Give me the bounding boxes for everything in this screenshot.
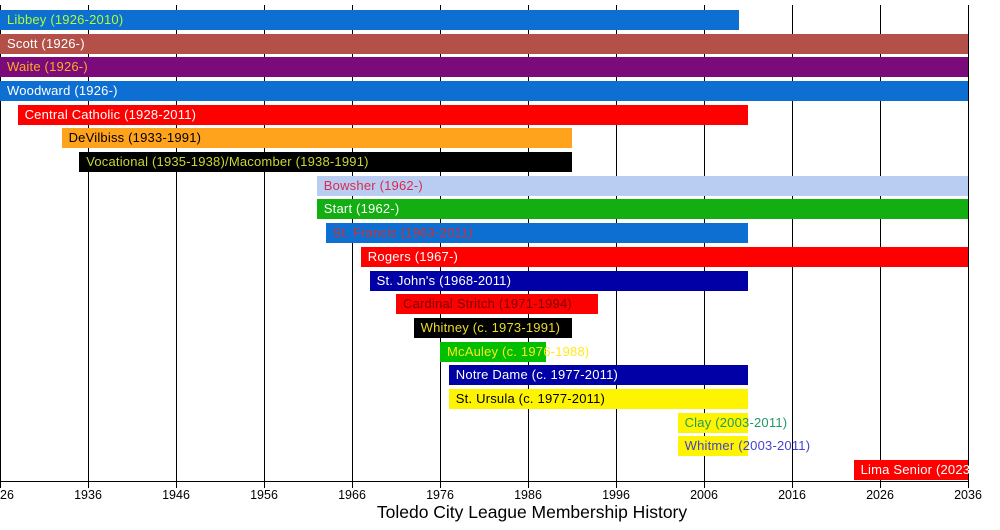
timeline-bar-rogers bbox=[360, 246, 968, 267]
gridline-1926 bbox=[0, 5, 1, 488]
gridline-2006 bbox=[704, 5, 705, 488]
bar-label-st-francis: St. Francis (1963-2011) bbox=[332, 225, 473, 241]
gridline-2016 bbox=[792, 5, 793, 488]
timeline-bar-devilbiss bbox=[61, 128, 572, 149]
x-tick-label-1936: 1936 bbox=[74, 488, 102, 502]
gridline-2026 bbox=[880, 5, 881, 488]
bar-label-clay: Clay (2003-2011) bbox=[684, 414, 788, 430]
timeline-bar-notre-dame bbox=[448, 365, 748, 386]
bar-label-woodward: Woodward (1926-) bbox=[7, 83, 118, 99]
timeline-bar-st-johns bbox=[369, 270, 748, 291]
bar-label-vocational-macomber: Vocational (1935-1938)/Macomber (1938-19… bbox=[86, 154, 369, 170]
bar-label-rogers: Rogers (1967-) bbox=[367, 248, 459, 264]
timeline-bar-whitmer bbox=[677, 436, 748, 457]
x-tick-label-2006: 2006 bbox=[690, 488, 718, 502]
gridline-1976 bbox=[440, 5, 441, 488]
bar-label-st-ursula: St. Ursula (c. 1977-2011) bbox=[455, 390, 606, 406]
timeline-bar-bowsher bbox=[316, 175, 968, 196]
gridline-1996 bbox=[616, 5, 617, 488]
x-tick-label-1946: 1946 bbox=[162, 488, 190, 502]
bar-label-waite: Waite (1926-) bbox=[7, 59, 88, 75]
timeline-bar-cardinal-stritch bbox=[396, 294, 599, 315]
x-tick-label-2016: 2016 bbox=[778, 488, 806, 502]
gridline-1956 bbox=[264, 5, 265, 488]
gridline-1936 bbox=[88, 5, 89, 488]
timeline-bar-vocational-macomber bbox=[79, 152, 572, 173]
timeline-bar-central-catholic bbox=[17, 104, 748, 125]
timeline-bar-whitney bbox=[413, 317, 572, 338]
x-tick-label-2026: 2026 bbox=[866, 488, 894, 502]
bar-label-st-johns: St. John's (1968-2011) bbox=[376, 272, 512, 288]
bar-label-libbey: Libbey (1926-2010) bbox=[7, 12, 124, 27]
timeline-bar-waite bbox=[0, 57, 968, 78]
timeline-bar-st-francis bbox=[325, 223, 748, 244]
timeline-bar-st-ursula bbox=[448, 388, 748, 409]
bar-label-lima-senior: Lima Senior (2023-) bbox=[860, 461, 970, 477]
plot-area: Libbey (1926-2010) Scott (1926-) Waite (19… bbox=[0, 5, 970, 488]
bar-label-start: Start (1962-) bbox=[323, 201, 400, 217]
timeline-bar-scott bbox=[0, 33, 968, 54]
bar-label-scott: Scott (1926-) bbox=[7, 35, 85, 51]
x-tick-label-2036: 2036 bbox=[954, 488, 982, 502]
x-tick-label-1996: 1996 bbox=[602, 488, 630, 502]
bar-label-devilbiss: DeVilbiss (1933-1991) bbox=[68, 130, 202, 146]
x-tick-label-1956: 1956 bbox=[250, 488, 278, 502]
bar-label-whitmer: Whitmer (2003-2011) bbox=[684, 438, 811, 454]
chart-title: Toledo City League Membership History bbox=[376, 502, 688, 522]
x-axis-labels: 1926 1936 1946 1956 1966 1976 1986 1996 2006 2016… bbox=[0, 488, 1000, 504]
x-tick-label-1976: 1976 bbox=[426, 488, 454, 502]
timeline-bar-lima-senior bbox=[853, 459, 968, 480]
gridline-1986 bbox=[528, 5, 529, 488]
gridline-1946 bbox=[176, 5, 177, 488]
bar-label-mcauley: McAuley (c. 1976-1988) bbox=[447, 343, 590, 359]
bar-label-cardinal-stritch: Cardinal Stritch (1971-1994) bbox=[403, 296, 572, 312]
timeline-bar-woodward bbox=[0, 81, 968, 102]
x-tick-label-1966: 1966 bbox=[338, 488, 366, 502]
bar-label-central-catholic: Central Catholic (1928-2011) bbox=[24, 106, 197, 122]
timeline-bar-mcauley bbox=[440, 341, 546, 362]
x-tick-label-1926: 1926 bbox=[0, 488, 14, 502]
x-tick-label-1986: 1986 bbox=[514, 488, 542, 502]
gridline-1966 bbox=[352, 5, 353, 488]
x-axis-line bbox=[0, 481, 969, 482]
bar-label-bowsher: Bowsher (1962-) bbox=[323, 177, 423, 193]
gridline-2036 bbox=[968, 5, 969, 488]
timeline-bar-clay bbox=[677, 412, 748, 433]
timeline-bar-libbey bbox=[0, 10, 740, 30]
bar-label-notre-dame: Notre Dame (c. 1977-2011) bbox=[455, 367, 619, 383]
timeline-bar-start bbox=[316, 199, 968, 220]
bar-label-whitney: Whitney (c. 1973-1991) bbox=[420, 319, 561, 335]
